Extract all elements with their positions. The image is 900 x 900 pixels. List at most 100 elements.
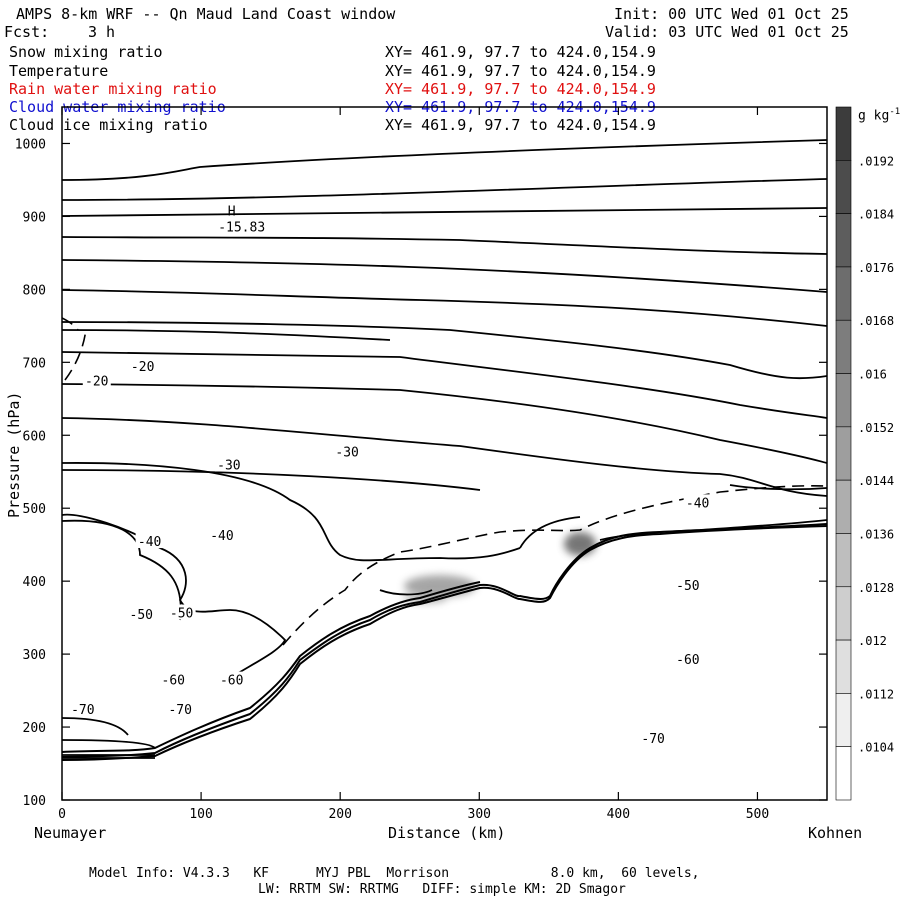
extremum-marker: H-15.83 [218,205,265,236]
x-tick-label: 400 [607,807,630,822]
y-tick-label: 600 [23,429,46,444]
isotherm-label: -50 [676,579,699,594]
isotherm-line [729,484,827,491]
isotherm-label: -30 [335,445,358,460]
label-backdrop [333,443,362,459]
terrain-line [62,581,481,753]
x-left-endpoint: Neumayer [34,824,107,842]
x-tick-label: 500 [746,807,769,822]
colorbar-segment [835,160,852,214]
colorbar-level-label: .0184 [858,208,894,222]
x-tick-label: 100 [189,807,212,822]
y-tick-label: 800 [23,283,46,298]
mixing-ratio-shading [403,532,596,604]
x-tick-label: 0 [58,807,66,822]
forecast-hours: 3 h [88,23,116,41]
colorbar-segment [835,479,852,534]
isotherm-line [62,351,827,419]
model-info-line1: Model Info: V4.3.3 KF MYJ PBL Morrison 8… [89,866,700,881]
isotherm-label: -60 [220,674,243,689]
y-axis-ticks: 1000 900 800 700 600 500 400 300 200 100 [15,137,827,809]
field-label-cloud-ice: Cloud ice mixing ratio [9,116,208,134]
isotherm-line [62,383,827,464]
field-label-snow: Snow mixing ratio [9,43,163,61]
colorbar-level-label: .016 [858,368,887,382]
isotherm-line [62,519,182,621]
colorbar-level-label: .0152 [858,421,894,435]
model-info-line2: LW: RRTM SW: RRTMG DIFF: simple KM: 2D S… [258,882,626,897]
isotherm-line [62,417,827,497]
field-xy-cloud-ice: XY= 461.9, 97.7 to 424.0,154.9 [385,116,656,134]
label-backdrop [82,372,111,388]
x-axis-title: Distance (km) [388,824,506,842]
colorbar-level-label: .0128 [858,581,894,595]
x-axis-ticks: 0 100 200 300 400 500 [58,107,769,822]
colorbar-segment [835,639,852,694]
isotherm-label: -50 [170,607,193,622]
y-tick-label: 200 [23,721,46,736]
colorbar-level-label: .0136 [858,527,894,541]
field-label-temperature: Temperature [9,62,109,80]
colorbar-unit: g kg-1 [858,104,900,124]
isotherm-label: -70 [71,703,94,718]
label-backdrop [683,494,712,510]
label-backdrop [673,576,702,592]
y-tick-label: 300 [23,648,46,663]
colorbar-segment [835,106,852,161]
field-label-rain: Rain water mixing ratio [9,80,217,98]
terrain-surface [62,523,827,761]
x-tick-label: 300 [468,807,491,822]
isotherm-label: -40 [210,529,233,544]
label-backdrop [166,700,195,716]
x-tick-label: 200 [328,807,351,822]
dashed-contour [282,485,827,646]
label-backdrop [127,605,156,621]
colorbar-level-label: .0192 [858,154,894,168]
isotherm-label: -20 [131,360,154,375]
label-backdrop [214,456,243,472]
dashed-contour [64,327,87,381]
y-tick-label: 500 [23,502,46,517]
colorbar-segment [835,693,852,747]
colorbar-segment [835,213,852,268]
isotherm-line [62,739,156,749]
label-backdrop [167,604,196,620]
colorbar-segment [835,586,852,641]
isotherm-label: -60 [676,653,699,668]
plot-frame [61,106,828,801]
y-tick-label: 900 [23,210,46,225]
label-backdrop [639,729,668,745]
isotherm-line [62,259,827,293]
dashed-contours [62,317,827,646]
isotherm-line [62,329,391,341]
y-tick-label: 1000 [15,137,46,152]
label-backdrop [673,651,702,667]
y-tick-label: 400 [23,575,46,590]
colorbar-level-label: .0144 [858,474,894,488]
isotherm-label: -60 [162,674,185,689]
label-backdrop [128,357,157,373]
colorbar-level-label: .012 [858,634,887,648]
isotherm-label: -20 [85,375,108,390]
shading-blob [564,532,596,556]
dashed-contour [62,317,79,331]
isotherm-label: -40 [686,496,709,511]
isotherm-label: -30 [217,458,240,473]
valid-time: Valid: 03 UTC Wed 01 Oct 25 [605,23,849,41]
label-backdrop [159,671,188,687]
isotherm-labels: -70 -70 -70 -60 -60 -60 -50 -50 -50 -40 -40 -40 -30 -… [68,357,712,747]
colorbar-unit-exponent: -1 [889,107,900,117]
isotherm-line [519,516,581,549]
colorbar-segment [835,319,852,374]
isotherm-line [62,236,827,255]
init-time: Init: 00 UTC Wed 01 Oct 25 [614,5,849,23]
isotherm-line [62,289,827,327]
label-backdrop [135,533,164,549]
label-backdrop [207,527,236,543]
label-backdrop [68,700,97,716]
colorbar-level-label: .0176 [858,261,894,275]
colorbar-level-label: .0104 [858,741,894,755]
colorbar: .0192 .0184 .0176 .0168 .016 .0152 .0144 .0136.… [835,106,894,801]
